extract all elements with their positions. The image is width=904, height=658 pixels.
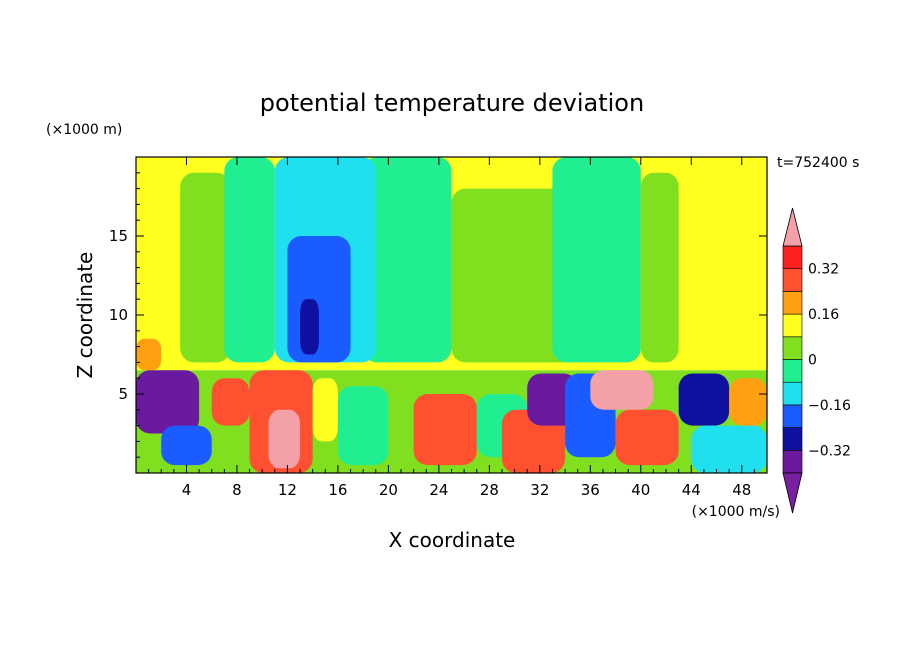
y-axis-label: Z coordinate: [73, 252, 97, 379]
x-tick-label: 16: [328, 481, 347, 499]
x-tick-label: 40: [631, 481, 650, 499]
contour-region: [337, 386, 389, 466]
colorbar-bin: [782, 381, 803, 406]
contour-region: [691, 425, 767, 473]
colorbar-tick-label: 0: [808, 353, 817, 369]
y-tick-label: 5: [118, 385, 128, 403]
contour-region: [552, 157, 641, 363]
contour-region: [451, 188, 578, 363]
plot-area: [136, 157, 767, 473]
x-tick-label: 12: [278, 481, 297, 499]
colorbar-bin: [782, 313, 803, 338]
contour-region: [590, 370, 654, 410]
colorbar-tick-label: 0.16: [808, 307, 839, 323]
contour-region: [312, 378, 338, 442]
contour-region: [300, 299, 319, 355]
contour-region: [729, 378, 767, 426]
contour-region: [180, 172, 231, 363]
x-axis: 4 8 12 16 20 24 28 32 36 40 44 48: [148, 157, 755, 499]
colorbar-bin: [782, 336, 803, 360]
x-tick-label: 24: [429, 481, 448, 499]
x-tick-label: 32: [530, 481, 549, 499]
y-tick-label: 10: [109, 306, 128, 324]
contour-region: [615, 409, 679, 466]
contour-region: [363, 157, 452, 363]
chart-title: potential temperature deviation: [260, 89, 644, 117]
contour-region: [527, 373, 578, 426]
contour-region: [211, 378, 250, 426]
contour-region: [678, 373, 730, 426]
x-tick-label: 44: [682, 481, 701, 499]
x-tick-label: 28: [480, 481, 499, 499]
colorbar-bin: [782, 404, 803, 428]
x-tick-label: 8: [232, 481, 242, 499]
x-tick-label: 48: [732, 481, 751, 499]
colorbar: −0.32 −0.16 0 0.16 0.32: [782, 207, 851, 514]
contour-region: [136, 370, 200, 434]
x-unit-label: (×1000 m/s): [692, 504, 780, 520]
contour-region: [287, 236, 351, 363]
contour-region: [224, 157, 275, 363]
colorbar-tick-label: −0.32: [808, 443, 851, 459]
colorbar-bin: [782, 359, 803, 383]
colorbar-under-triangle: [782, 472, 803, 514]
x-tick-label: 4: [182, 481, 192, 499]
colorbar-bin: [782, 245, 803, 270]
colorbar-tick-label: −0.16: [808, 398, 851, 414]
x-tick-label: 36: [581, 481, 600, 499]
colorbar-bin: [782, 268, 803, 292]
colorbar-bin: [782, 427, 803, 451]
x-tick-label: 20: [379, 481, 398, 499]
y-tick-label: 15: [109, 227, 128, 245]
contour-region: [413, 394, 477, 466]
colorbar-over-triangle: [782, 207, 803, 247]
contour-region: [640, 172, 679, 363]
y-unit-label: (×1000 m): [46, 122, 122, 138]
contour-region: [268, 409, 301, 469]
y-axis: 5 10 15: [109, 172, 767, 458]
contour-region: [161, 425, 212, 466]
colorbar-tick-label: 0.32: [808, 262, 839, 278]
colorbar-bin: [782, 291, 803, 315]
time-label: t=752400 s: [777, 155, 859, 171]
contour-region: [136, 338, 162, 371]
colorbar-bin: [782, 449, 803, 474]
x-axis-label: X coordinate: [389, 528, 516, 552]
